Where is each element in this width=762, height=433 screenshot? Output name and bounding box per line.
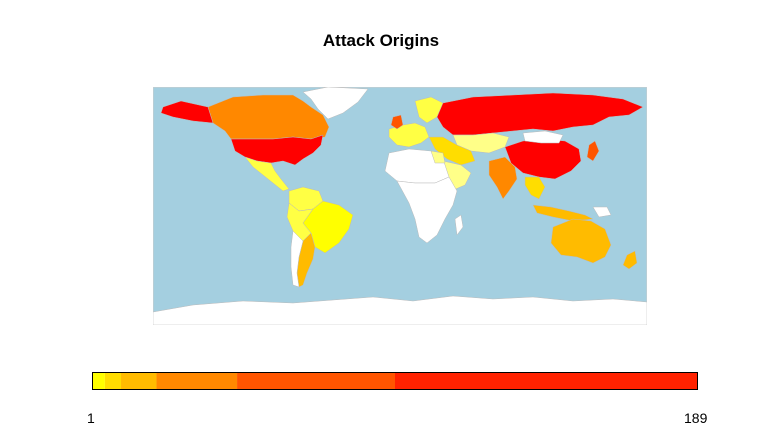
legend-min-label: 1 bbox=[87, 410, 95, 426]
mongolia bbox=[522, 130, 564, 144]
map-title: Attack Origins bbox=[322, 31, 440, 50]
india bbox=[488, 156, 518, 200]
southeast-asia bbox=[524, 176, 546, 200]
world-map bbox=[153, 87, 647, 325]
alaska bbox=[160, 100, 214, 124]
madagascar bbox=[454, 214, 464, 236]
legend-band-2 bbox=[121, 372, 157, 390]
legend-band-5 bbox=[395, 372, 698, 390]
legend-band-1 bbox=[104, 372, 122, 390]
new-zealand bbox=[622, 250, 638, 270]
canada bbox=[207, 94, 330, 140]
legend-band-0 bbox=[92, 372, 105, 390]
legend-max-label: 189 bbox=[684, 410, 708, 426]
antarctica bbox=[153, 295, 647, 325]
legend-frame bbox=[92, 372, 698, 390]
papua bbox=[592, 206, 612, 218]
australia bbox=[550, 218, 612, 264]
indonesia bbox=[532, 204, 594, 222]
legend-band-3 bbox=[156, 372, 238, 390]
europe-west bbox=[388, 122, 430, 148]
greenland bbox=[302, 87, 369, 120]
mexico bbox=[244, 156, 290, 192]
sub-saharan-africa bbox=[396, 176, 458, 244]
united-kingdom bbox=[390, 114, 404, 130]
egypt bbox=[430, 150, 446, 164]
color-scale-legend bbox=[92, 372, 698, 390]
chile bbox=[290, 230, 304, 288]
legend-band-4 bbox=[237, 372, 395, 390]
japan bbox=[586, 140, 600, 162]
